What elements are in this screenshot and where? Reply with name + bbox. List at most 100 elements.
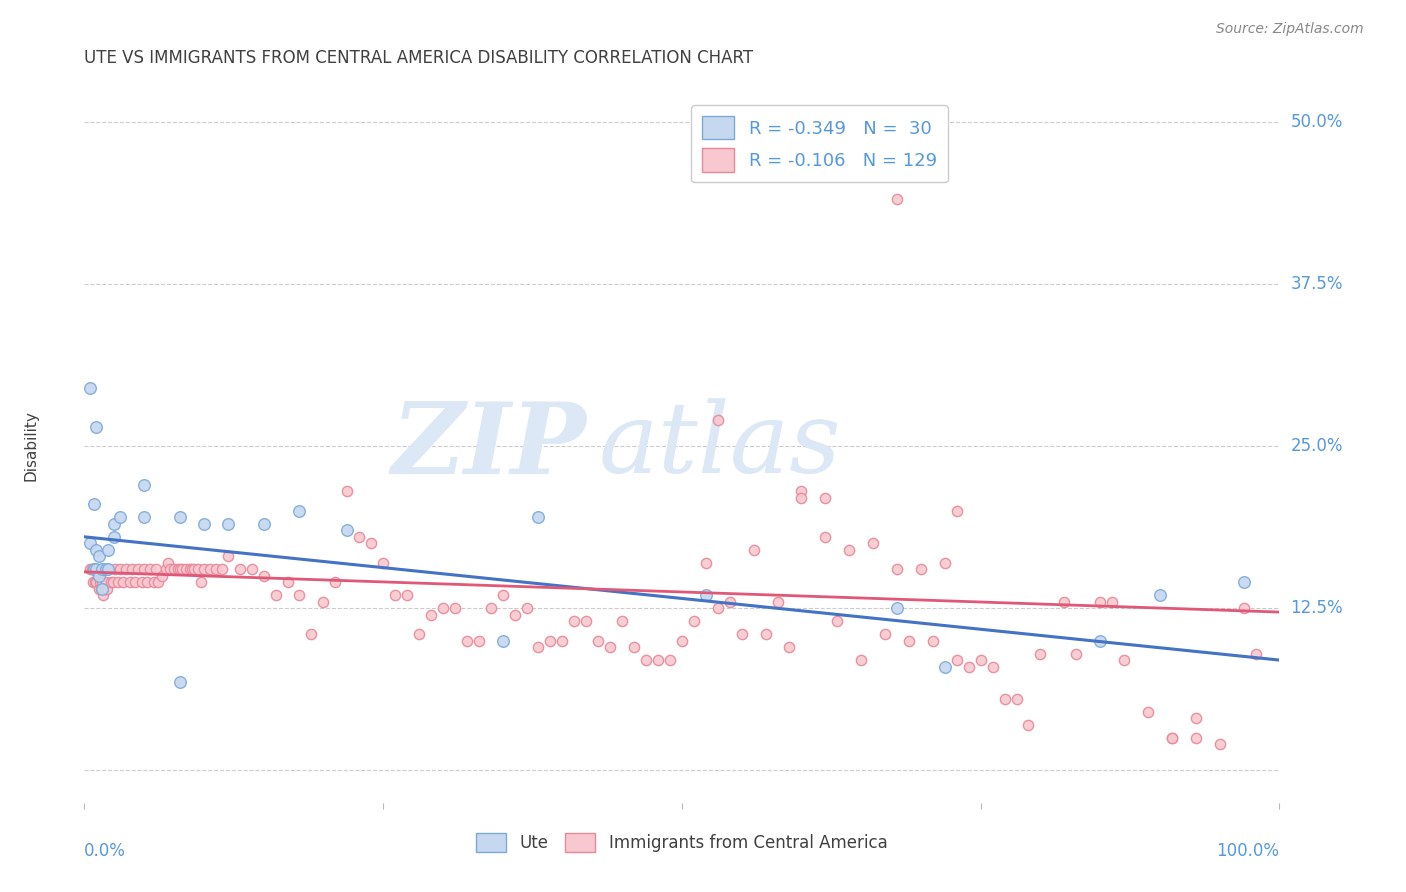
Point [118,575,141,590]
Point [288,504,311,518]
Point [86,568,108,582]
Point [420,607,443,622]
Point [994,692,1017,706]
Point [1018,718,1040,732]
Text: atlas: atlas [599,399,841,493]
Point [1233,575,1256,590]
Point [288,588,311,602]
Point [910,562,932,576]
Point [193,562,215,576]
Point [1005,692,1028,706]
Text: UTE VS IMMIGRANTS FROM CENTRAL AMERICA DISABILITY CORRELATION CHART: UTE VS IMMIGRANTS FROM CENTRAL AMERICA D… [84,49,754,67]
Point [127,562,149,576]
Point [957,659,980,673]
Point [432,601,454,615]
Point [766,595,789,609]
Point [90,582,112,596]
Text: Source: ZipAtlas.com: Source: ZipAtlas.com [1216,22,1364,37]
Point [96,582,118,596]
Point [1090,633,1112,648]
Text: 12.5%: 12.5% [1291,599,1343,617]
Point [1114,653,1136,667]
Point [636,653,658,667]
Point [551,633,574,648]
Point [91,582,114,596]
Point [981,659,1004,673]
Point [301,627,323,641]
Point [79,562,101,576]
Point [564,614,586,628]
Point [80,562,103,576]
Point [87,549,110,564]
Point [718,595,741,609]
Point [934,659,956,673]
Point [131,575,153,590]
Point [253,516,276,531]
Point [132,478,156,492]
Text: 100.0%: 100.0% [1216,842,1279,860]
Point [707,601,730,615]
Text: 50.0%: 50.0% [1291,112,1343,130]
Point [103,516,125,531]
Point [1185,711,1208,725]
Point [94,562,117,576]
Point [683,614,706,628]
Point [779,640,801,654]
Point [82,575,104,590]
Point [84,575,107,590]
Point [946,653,969,667]
Point [1161,731,1184,745]
Point [1101,595,1123,609]
Point [211,562,233,576]
Point [527,640,550,654]
Point [97,562,120,576]
Point [814,530,837,544]
Point [155,562,177,576]
Point [166,562,188,576]
Point [83,497,105,511]
Point [492,633,515,648]
Point [934,556,956,570]
Point [83,562,105,576]
Legend: Ute, Immigrants from Central America: Ute, Immigrants from Central America [470,826,894,859]
Point [862,536,884,550]
Point [886,601,908,615]
Point [205,562,228,576]
Text: Disability: Disability [22,410,38,482]
Point [970,653,993,667]
Point [396,588,419,602]
Point [898,633,921,648]
Point [89,575,111,590]
Point [886,562,908,576]
Point [148,575,170,590]
Point [946,504,969,518]
Point [132,562,156,576]
Point [444,601,467,615]
Point [86,562,108,576]
Point [174,562,197,576]
Point [110,510,132,524]
Point [240,562,263,576]
Point [104,562,127,576]
Point [198,562,221,576]
Point [97,562,120,576]
Point [100,575,122,590]
Point [115,562,138,576]
Point [790,484,813,499]
Point [349,530,371,544]
Point [121,562,143,576]
Text: 37.5%: 37.5% [1291,275,1343,293]
Point [1149,588,1171,602]
Point [1233,601,1256,615]
Point [1090,595,1112,609]
Point [169,562,191,576]
Point [1185,731,1208,745]
Point [101,575,124,590]
Point [373,556,395,570]
Point [159,562,181,576]
Point [132,510,156,524]
Point [814,491,837,505]
Point [190,575,212,590]
Point [527,510,550,524]
Point [1244,647,1267,661]
